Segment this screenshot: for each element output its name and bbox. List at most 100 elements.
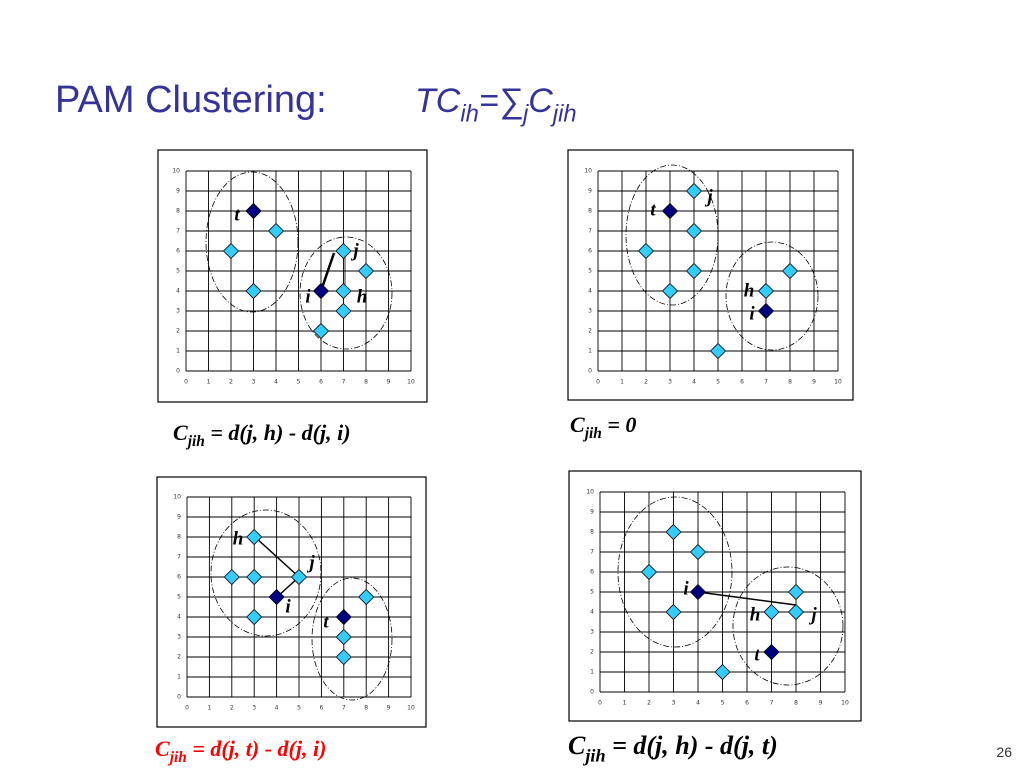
x-tick-label: 4 <box>275 705 279 712</box>
chart: 0 1 2 3 4 5 6 7 8 9 10 0 1 2 3 4 5 6 7 8 9 10 h j i t Cjih = d(j, … <box>155 476 427 766</box>
caption: Cjih = d(j, h) - d(j, i) <box>173 420 351 450</box>
caption: Cjih = 0 <box>570 412 636 442</box>
x-tick-label: 0 <box>596 379 600 386</box>
text-run: C <box>173 420 188 445</box>
text-run: = d(j, t) - d(j, i) <box>187 736 327 761</box>
x-tick-label: 7 <box>342 379 346 386</box>
x-tick-label: 2 <box>230 705 234 712</box>
y-tick-label: 3 <box>176 308 180 315</box>
y-tick-label: 2 <box>590 649 594 656</box>
y-tick-label: 3 <box>590 629 594 636</box>
annotation: t <box>234 204 240 225</box>
annotation: h <box>357 286 368 307</box>
data-point <box>763 603 780 621</box>
x-tick-label: 2 <box>644 379 648 386</box>
annotation: i <box>285 596 291 617</box>
cluster-outline <box>311 577 393 701</box>
y-tick-label: 6 <box>590 569 594 576</box>
y-tick-label: 5 <box>176 268 180 275</box>
text-run: = d(j, h) - d(j, i) <box>205 420 351 445</box>
x-tick-label: 3 <box>672 700 676 707</box>
data-point <box>781 262 799 280</box>
x-tick-label: 5 <box>297 379 301 386</box>
y-tick-label: 1 <box>176 348 180 355</box>
connector <box>697 591 797 606</box>
caption: Cjih = d(j, t) - d(j, i) <box>155 736 326 766</box>
x-tick-label: 1 <box>620 379 624 386</box>
cluster-outline <box>732 566 844 686</box>
data-point <box>312 322 330 340</box>
y-tick-label: 10 <box>586 489 594 496</box>
text-run: = d(j, h) - d(j, t) <box>606 731 778 760</box>
x-tick-label: 9 <box>387 379 391 386</box>
data-point <box>787 603 805 621</box>
data-point <box>640 563 658 581</box>
y-tick-label: 7 <box>177 554 181 561</box>
annotation: h <box>750 604 761 625</box>
data-point <box>665 603 682 621</box>
subscript: ih <box>460 101 479 128</box>
data-point <box>685 182 703 200</box>
data-point <box>222 242 240 260</box>
annotation: t <box>650 199 656 220</box>
y-tick-label: 7 <box>590 549 594 556</box>
slide-title: PAM Clustering: <box>55 79 327 121</box>
data-point <box>246 608 263 626</box>
subscript: jih <box>582 745 605 765</box>
x-tick-label: 3 <box>668 379 672 386</box>
x-tick-label: 4 <box>274 379 278 386</box>
data-point <box>245 282 262 300</box>
subscript: j <box>520 101 529 128</box>
x-tick-label: 1 <box>207 705 211 712</box>
annotation: j <box>704 186 713 207</box>
y-tick-label: 6 <box>176 248 180 255</box>
data-point <box>246 568 263 586</box>
y-tick-label: 1 <box>590 669 594 676</box>
x-tick-label: 9 <box>812 379 816 386</box>
annotation: h <box>744 280 755 301</box>
data-point <box>268 588 285 606</box>
annotation: i <box>749 303 755 324</box>
x-tick-label: 8 <box>364 705 368 712</box>
cluster-outline <box>205 171 299 313</box>
y-tick-label: 0 <box>590 689 594 696</box>
x-tick-label: 6 <box>319 705 323 712</box>
text-run: = <box>479 82 499 120</box>
y-tick-label: 9 <box>588 188 592 195</box>
x-tick-label: 6 <box>740 379 744 386</box>
y-tick-label: 8 <box>590 529 594 536</box>
y-tick-label: 5 <box>177 594 181 601</box>
subscript: jih <box>167 749 187 766</box>
x-tick-label: 8 <box>364 379 368 386</box>
x-tick-label: 10 <box>841 700 849 707</box>
y-tick-label: 7 <box>588 228 592 235</box>
x-tick-label: 5 <box>721 700 725 707</box>
x-tick-label: 10 <box>407 379 415 386</box>
y-tick-label: 9 <box>176 188 180 195</box>
y-tick-label: 4 <box>588 288 592 295</box>
x-tick-label: 7 <box>764 379 768 386</box>
x-tick-label: 2 <box>229 379 233 386</box>
y-tick-label: 8 <box>176 208 180 215</box>
x-tick-label: 5 <box>716 379 720 386</box>
data-point <box>757 302 775 320</box>
data-point <box>757 282 775 300</box>
cluster-outline <box>625 164 719 306</box>
subscript: jih <box>185 433 205 450</box>
data-point <box>689 543 707 561</box>
y-tick-label: 3 <box>177 634 181 641</box>
data-point <box>689 583 707 601</box>
y-tick-label: 0 <box>588 368 592 375</box>
y-tick-label: 4 <box>176 288 180 295</box>
y-tick-label: 6 <box>177 574 181 581</box>
caption: Cjih = d(j, h) - d(j, t) <box>568 731 778 765</box>
x-tick-label: 6 <box>319 379 323 386</box>
x-tick-label: 3 <box>252 705 256 712</box>
annotation: j <box>808 604 817 625</box>
x-tick-label: 8 <box>788 379 792 386</box>
subscript: jih <box>582 425 602 442</box>
x-tick-label: 0 <box>185 705 189 712</box>
y-tick-label: 6 <box>588 248 592 255</box>
x-tick-label: 3 <box>252 379 256 386</box>
chart: 0 1 2 3 4 5 6 7 8 9 10 0 1 2 3 4 5 6 7 8 9 10 t j hi Cjih = 0 <box>567 149 854 442</box>
